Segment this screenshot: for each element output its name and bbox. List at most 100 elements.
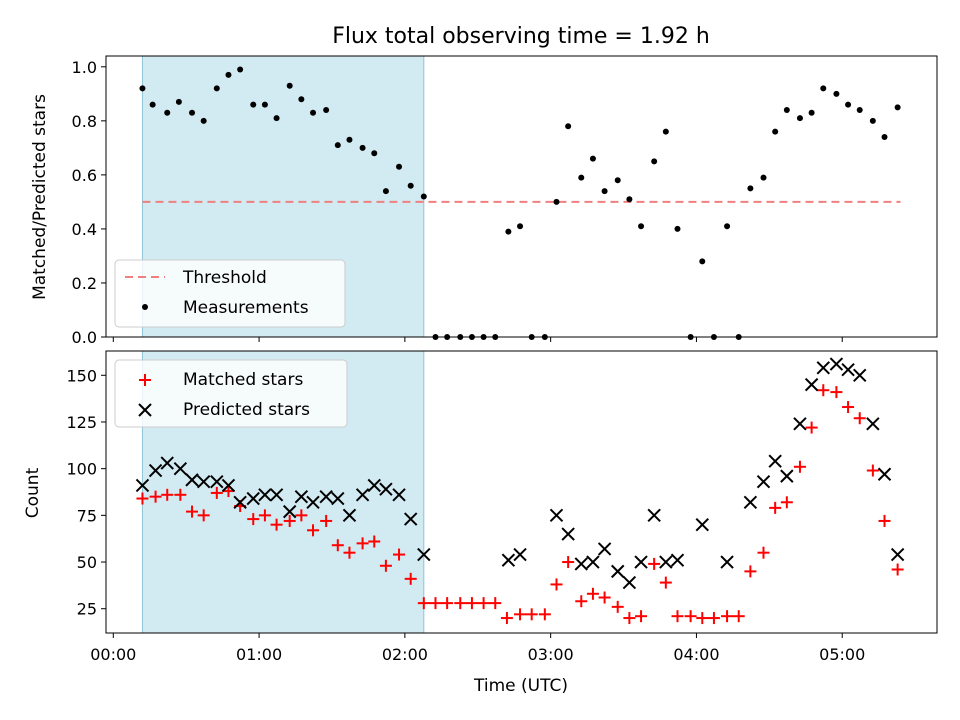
matched-star-point [379, 559, 392, 572]
matched-star-point [258, 509, 271, 522]
matched-star-point [780, 496, 793, 509]
predicted-star-point [233, 495, 247, 509]
matched-star-point [393, 548, 406, 561]
top-x-axis-ticks [112, 337, 843, 342]
matched-star-point [830, 386, 843, 399]
predicted-stars-points [135, 357, 905, 590]
matched-star-point [525, 608, 538, 621]
top-ytick-label: 0.4 [72, 220, 97, 239]
matched-star-point [331, 539, 344, 552]
measurement-point [845, 101, 852, 108]
measurement-point [651, 158, 658, 165]
bottom-y-axis-label: Count [23, 467, 43, 518]
predicted-star-point [135, 478, 150, 493]
matched-star-point [161, 488, 174, 501]
predicted-star-point [586, 555, 600, 569]
measurement-point [856, 107, 863, 114]
bottom-xtick-label: 05:00 [819, 645, 865, 664]
predicted-star-point [417, 547, 431, 562]
measurement-point [346, 136, 353, 143]
matched-star-point [562, 556, 575, 569]
predicted-star-point [890, 547, 905, 562]
bottom-legend: Matched stars Predicted stars [114, 359, 348, 428]
predicted-star-point [853, 368, 867, 382]
measurement-point [699, 258, 706, 265]
predicted-star-point [804, 377, 819, 392]
measurement-point [553, 198, 560, 205]
measurement-point [213, 85, 220, 92]
measurement-point [674, 225, 681, 232]
matched-star-point [757, 546, 770, 559]
matched-star-point [500, 612, 513, 625]
matched-star-point [684, 610, 697, 623]
predicted-star-point [841, 362, 855, 377]
predicted-star-point [793, 417, 807, 431]
bottom-plot-frame [105, 350, 938, 634]
measurement-point [396, 163, 403, 170]
legend-predicted-label: Predicted stars [183, 400, 310, 420]
predicted-star-point [196, 475, 211, 489]
predicted-star-point [282, 504, 297, 519]
measurement-point [601, 188, 608, 195]
top-ytick-label: 0.0 [72, 328, 97, 347]
measurement-point [724, 223, 731, 230]
predicted-star-point [720, 555, 734, 569]
matched-star-point [417, 597, 430, 610]
matched-star-point [404, 572, 417, 585]
predicted-star-point [743, 495, 758, 509]
matched-star-point [477, 597, 490, 610]
matched-star-point [793, 460, 806, 473]
predicted-star-point [403, 512, 418, 526]
bottom-xtick-label: 01:00 [236, 645, 282, 664]
bottom-xtick-label: 03:00 [528, 645, 574, 664]
legend-predicted-swatch [138, 403, 152, 417]
measurement-point [662, 128, 669, 135]
measurement-points [139, 66, 901, 340]
measurement-point [578, 174, 585, 181]
matched-star-point [769, 501, 782, 514]
bottom-xtick-label: 00:00 [90, 645, 136, 664]
matched-star-point [575, 595, 588, 608]
predicted-star-point [659, 555, 673, 569]
legend-threshold-label: Threshold [182, 268, 267, 288]
bottom-legend-box [114, 359, 348, 428]
chart-title: Flux total observing time = 1.92 h [332, 24, 710, 49]
matched-star-point [465, 597, 478, 610]
matched-star-point [586, 587, 599, 600]
top-ytick-label: 0.8 [72, 112, 97, 131]
matched-star-point [514, 608, 527, 621]
matched-star-point [441, 597, 454, 610]
matched-star-point [283, 514, 296, 527]
matched-star-point [891, 563, 904, 576]
matched-star-point [454, 597, 467, 610]
measurement-point [420, 193, 427, 200]
matched-star-point [611, 600, 624, 613]
top-panel: 0.0 0.2 0.4 0.6 0.8 1.0 Matched/Predicted sta… [30, 55, 938, 347]
top-y-axis: 0.0 0.2 0.4 0.6 0.8 1.0 [72, 58, 106, 347]
matched-star-point [210, 486, 223, 499]
predicted-star-point [695, 517, 709, 532]
matched-star-point [732, 610, 745, 623]
measurement-point [250, 101, 257, 108]
bottom-y-axis: 25 50 75 100 125 150 [66, 366, 106, 619]
matched-star-point [598, 591, 611, 604]
measurement-point [359, 144, 366, 151]
predicted-star-point [622, 575, 637, 590]
matched-star-point [878, 514, 891, 527]
matched-star-point [623, 612, 636, 625]
bottom-x-axis: 00:00 01:00 02:00 03:00 04:00 05:00 [90, 633, 865, 664]
predicted-star-point [367, 478, 381, 493]
measurement-point [517, 223, 524, 230]
measurement-point [796, 115, 803, 122]
predicted-star-point [210, 475, 224, 489]
predicted-star-point [379, 482, 393, 496]
measurement-point [189, 109, 196, 116]
measurement-point [783, 107, 790, 114]
matched-star-point [307, 524, 320, 537]
predicted-star-point [160, 456, 174, 470]
measurement-point [881, 134, 888, 141]
matched-star-point [635, 610, 648, 623]
measurement-point [589, 155, 596, 162]
top-legend: Threshold Measurements [114, 259, 346, 328]
matched-star-point [550, 578, 563, 591]
